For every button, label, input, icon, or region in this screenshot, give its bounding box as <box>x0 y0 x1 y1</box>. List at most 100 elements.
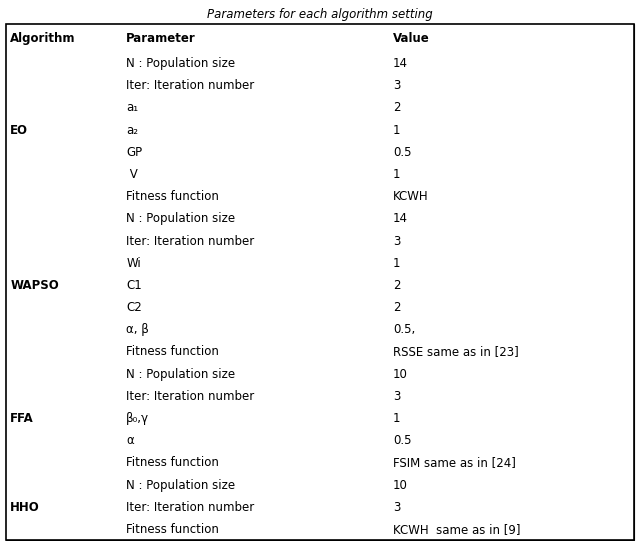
Text: 0.5: 0.5 <box>393 146 412 159</box>
Bar <box>389 474 634 496</box>
Bar <box>389 296 634 319</box>
Text: RSSE same as in [23]: RSSE same as in [23] <box>393 345 518 359</box>
Text: HHO: HHO <box>10 500 40 514</box>
Bar <box>389 430 634 452</box>
Text: a₁: a₁ <box>126 101 138 115</box>
Text: FSIM same as in [24]: FSIM same as in [24] <box>393 456 516 470</box>
Text: GP: GP <box>126 146 142 159</box>
Bar <box>389 97 634 119</box>
Bar <box>122 119 389 141</box>
Text: 3: 3 <box>393 390 400 403</box>
Text: WAPSO: WAPSO <box>10 279 59 292</box>
Bar <box>122 163 389 186</box>
Bar <box>122 208 389 230</box>
Text: 2: 2 <box>393 279 401 292</box>
Text: Fitness function: Fitness function <box>126 190 219 203</box>
Bar <box>389 496 634 518</box>
Text: 1: 1 <box>393 168 401 181</box>
Text: Fitness function: Fitness function <box>126 456 219 470</box>
Bar <box>389 385 634 407</box>
Text: Parameter: Parameter <box>126 32 196 45</box>
Text: N : Population size: N : Population size <box>126 57 236 70</box>
Bar <box>389 119 634 141</box>
Bar <box>122 474 389 496</box>
Text: α: α <box>126 434 134 447</box>
Text: N : Population size: N : Population size <box>126 367 236 381</box>
Text: Wi: Wi <box>126 256 141 270</box>
Text: Iter: Iteration number: Iter: Iteration number <box>126 234 255 248</box>
Bar <box>389 141 634 163</box>
Text: 3: 3 <box>393 234 400 248</box>
Bar <box>122 141 389 163</box>
Text: a₂: a₂ <box>126 123 138 137</box>
Bar <box>122 452 389 474</box>
Bar <box>389 518 634 540</box>
Bar <box>389 274 634 296</box>
Text: Value: Value <box>393 32 429 45</box>
Text: 14: 14 <box>393 57 408 70</box>
Text: FFA: FFA <box>10 412 34 425</box>
Text: 10: 10 <box>393 367 408 381</box>
Bar <box>389 52 634 75</box>
Text: 3: 3 <box>393 79 400 93</box>
Bar <box>6 24 122 52</box>
Bar <box>6 52 122 208</box>
Text: 1: 1 <box>393 412 401 425</box>
Bar <box>122 186 389 208</box>
Bar <box>122 230 389 252</box>
Text: Algorithm: Algorithm <box>10 32 76 45</box>
Bar <box>122 518 389 540</box>
Text: 1: 1 <box>393 256 401 270</box>
Bar <box>6 474 122 540</box>
Text: Iter: Iteration number: Iter: Iteration number <box>126 500 255 514</box>
Bar <box>122 274 389 296</box>
Text: V: V <box>126 168 138 181</box>
Text: 14: 14 <box>393 212 408 226</box>
Bar <box>122 407 389 430</box>
Text: C1: C1 <box>126 279 142 292</box>
Text: 0.5,: 0.5, <box>393 323 415 337</box>
Bar <box>122 252 389 274</box>
Text: KCWH  same as in [9]: KCWH same as in [9] <box>393 523 520 536</box>
Bar <box>122 319 389 341</box>
Text: EO: EO <box>10 123 28 137</box>
Text: 3: 3 <box>393 500 400 514</box>
Text: 2: 2 <box>393 101 401 115</box>
Bar <box>6 208 122 363</box>
Bar <box>122 341 389 363</box>
Bar <box>389 452 634 474</box>
Bar <box>389 75 634 97</box>
Bar <box>389 24 634 52</box>
Text: Fitness function: Fitness function <box>126 523 219 536</box>
Bar <box>389 319 634 341</box>
Text: C2: C2 <box>126 301 142 314</box>
Bar <box>389 230 634 252</box>
Bar <box>389 363 634 385</box>
Bar <box>389 208 634 230</box>
Text: β₀,γ: β₀,γ <box>126 412 149 425</box>
Bar <box>122 430 389 452</box>
Bar <box>389 407 634 430</box>
Text: Parameters for each algorithm setting: Parameters for each algorithm setting <box>207 8 433 21</box>
Bar <box>122 24 389 52</box>
Text: Iter: Iteration number: Iter: Iteration number <box>126 390 255 403</box>
Bar <box>122 385 389 407</box>
Bar <box>122 52 389 75</box>
Bar <box>122 75 389 97</box>
Bar <box>6 363 122 474</box>
Bar <box>122 296 389 319</box>
Text: Fitness function: Fitness function <box>126 345 219 359</box>
Text: 1: 1 <box>393 123 401 137</box>
Text: 10: 10 <box>393 478 408 492</box>
Bar <box>389 186 634 208</box>
Bar <box>122 97 389 119</box>
Text: N : Population size: N : Population size <box>126 212 236 226</box>
Bar <box>389 163 634 186</box>
Text: KCWH: KCWH <box>393 190 428 203</box>
Text: 0.5: 0.5 <box>393 434 412 447</box>
Bar <box>122 496 389 518</box>
Text: α, β: α, β <box>126 323 149 337</box>
Bar <box>389 341 634 363</box>
Text: Iter: Iteration number: Iter: Iteration number <box>126 79 255 93</box>
Text: 2: 2 <box>393 301 401 314</box>
